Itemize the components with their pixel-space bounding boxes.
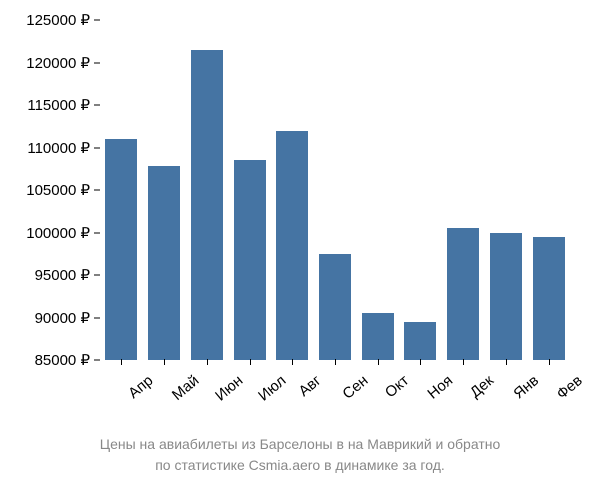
x-tick-label: Дек: [467, 372, 497, 401]
x-tick-mark: [250, 359, 251, 365]
x-tick-mark: [549, 359, 550, 365]
x-tick-mark: [463, 359, 464, 365]
x-labels-group: АпрМайИюнИюлАвгСенОктНояДекЯнвФев: [100, 366, 570, 436]
bar: [319, 254, 351, 360]
y-tick-label: 125000 ₽: [26, 11, 90, 29]
bar: [276, 131, 308, 361]
bar: [234, 160, 266, 360]
x-tick-label: Ноя: [425, 372, 457, 403]
x-tick-label: Июл: [255, 372, 289, 405]
x-tick-label: Авг: [296, 372, 325, 400]
x-tick-label: Апр: [126, 372, 157, 402]
caption-line-1: Цены на авиабилеты из Барселоны в на Мав…: [0, 434, 600, 455]
plot-area: [100, 20, 570, 360]
bar: [191, 50, 223, 360]
bar: [105, 139, 137, 360]
bar: [404, 322, 436, 360]
bar: [533, 237, 565, 360]
y-axis: 85000 ₽90000 ₽95000 ₽100000 ₽105000 ₽110…: [0, 20, 100, 360]
y-tick-label: 85000 ₽: [35, 351, 90, 369]
x-tick-mark: [164, 359, 165, 365]
x-tick-label: Янв: [510, 372, 542, 402]
x-tick-mark: [420, 359, 421, 365]
bars-group: [100, 20, 570, 360]
x-tick-mark: [292, 359, 293, 365]
y-tick-label: 90000 ₽: [35, 309, 90, 327]
price-chart: 85000 ₽ 90000 ₽ 95000 ₽ 100000 ₽ 105000 ₽ 110…: [0, 0, 600, 500]
bar: [490, 233, 522, 361]
y-tick-label: 120000 ₽: [26, 54, 90, 72]
y-tick-label: 95000 ₽: [35, 266, 90, 284]
y-tick-label: 100000 ₽: [26, 224, 90, 242]
x-tick-mark: [378, 359, 379, 365]
chart-caption: Цены на авиабилеты из Барселоны в на Мав…: [0, 434, 600, 476]
bar: [447, 228, 479, 360]
bar: [148, 166, 180, 360]
x-tick-label: Фев: [553, 372, 585, 403]
y-tick-label: 110000 ₽: [27, 139, 90, 157]
bar: [362, 313, 394, 360]
x-tick-mark: [506, 359, 507, 365]
x-tick-label: Окт: [382, 372, 412, 401]
x-axis: АпрМайИюнИюлАвгСенОктНояДекЯнвФев: [100, 360, 570, 430]
x-tick-mark: [207, 359, 208, 365]
x-tick-mark: [335, 359, 336, 365]
y-tick-label: 105000 ₽: [26, 181, 90, 199]
x-tick-label: Май: [169, 372, 202, 404]
caption-line-2: по статистике Csmia.aero в динамике за г…: [0, 455, 600, 476]
x-tick-label: Сен: [339, 372, 371, 403]
x-tick-mark: [121, 359, 122, 365]
x-tick-label: Июн: [212, 372, 246, 405]
y-tick-label: 115000 ₽: [27, 96, 90, 114]
